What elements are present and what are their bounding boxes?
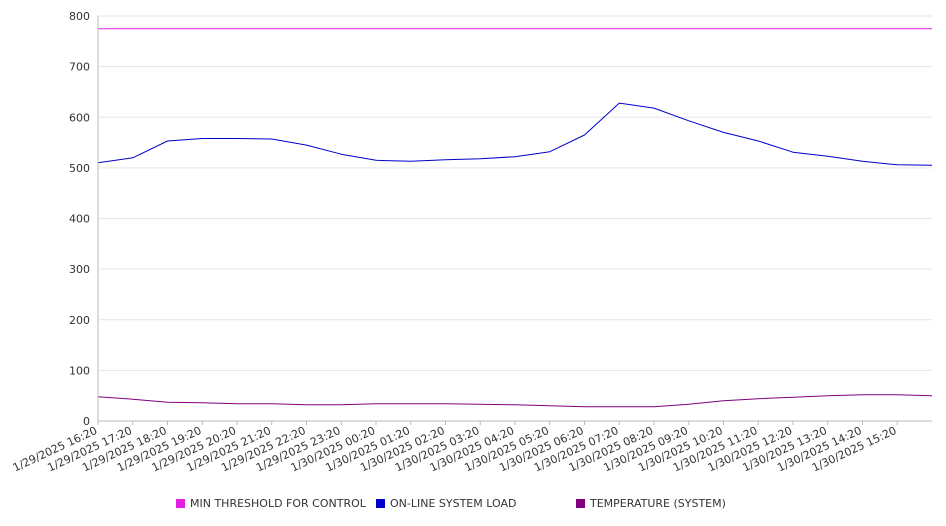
series-lines [97, 28, 933, 408]
legend-item-temperature: TEMPERATURE (SYSTEM) [576, 497, 726, 510]
legend-item-system-load: ON-LINE SYSTEM LOAD [376, 497, 516, 510]
y-tick-label: 300 [69, 263, 90, 276]
series-line-1 [97, 102, 933, 166]
gridlines [98, 15, 932, 371]
legend-swatch [176, 499, 185, 508]
y-tick-label: 700 [69, 61, 90, 74]
y-tick-label: 800 [69, 10, 90, 23]
y-tick-label: 200 [69, 314, 90, 327]
x-tick-labels: 1/29/2025 16:201/29/2025 17:201/29/2025 … [11, 421, 899, 474]
legend-swatch [576, 499, 585, 508]
legend-label: TEMPERATURE (SYSTEM) [590, 497, 726, 510]
y-tick-label: 0 [83, 415, 90, 428]
legend: MIN THRESHOLD FOR CONTROL ON-LINE SYSTEM… [0, 497, 946, 517]
y-tick-label: 600 [69, 111, 90, 124]
y-tick-labels: 0 100 200 300 400 500 600 700 800 [69, 10, 90, 428]
y-tick-label: 100 [69, 364, 90, 377]
series-line-2 [97, 394, 933, 408]
legend-label: MIN THRESHOLD FOR CONTROL [190, 497, 366, 510]
legend-label: ON-LINE SYSTEM LOAD [390, 497, 517, 510]
legend-swatch [376, 499, 385, 508]
legend-item-min-threshold: MIN THRESHOLD FOR CONTROL [176, 497, 366, 510]
y-tick-label: 500 [69, 162, 90, 175]
y-tick-label: 400 [69, 213, 90, 226]
